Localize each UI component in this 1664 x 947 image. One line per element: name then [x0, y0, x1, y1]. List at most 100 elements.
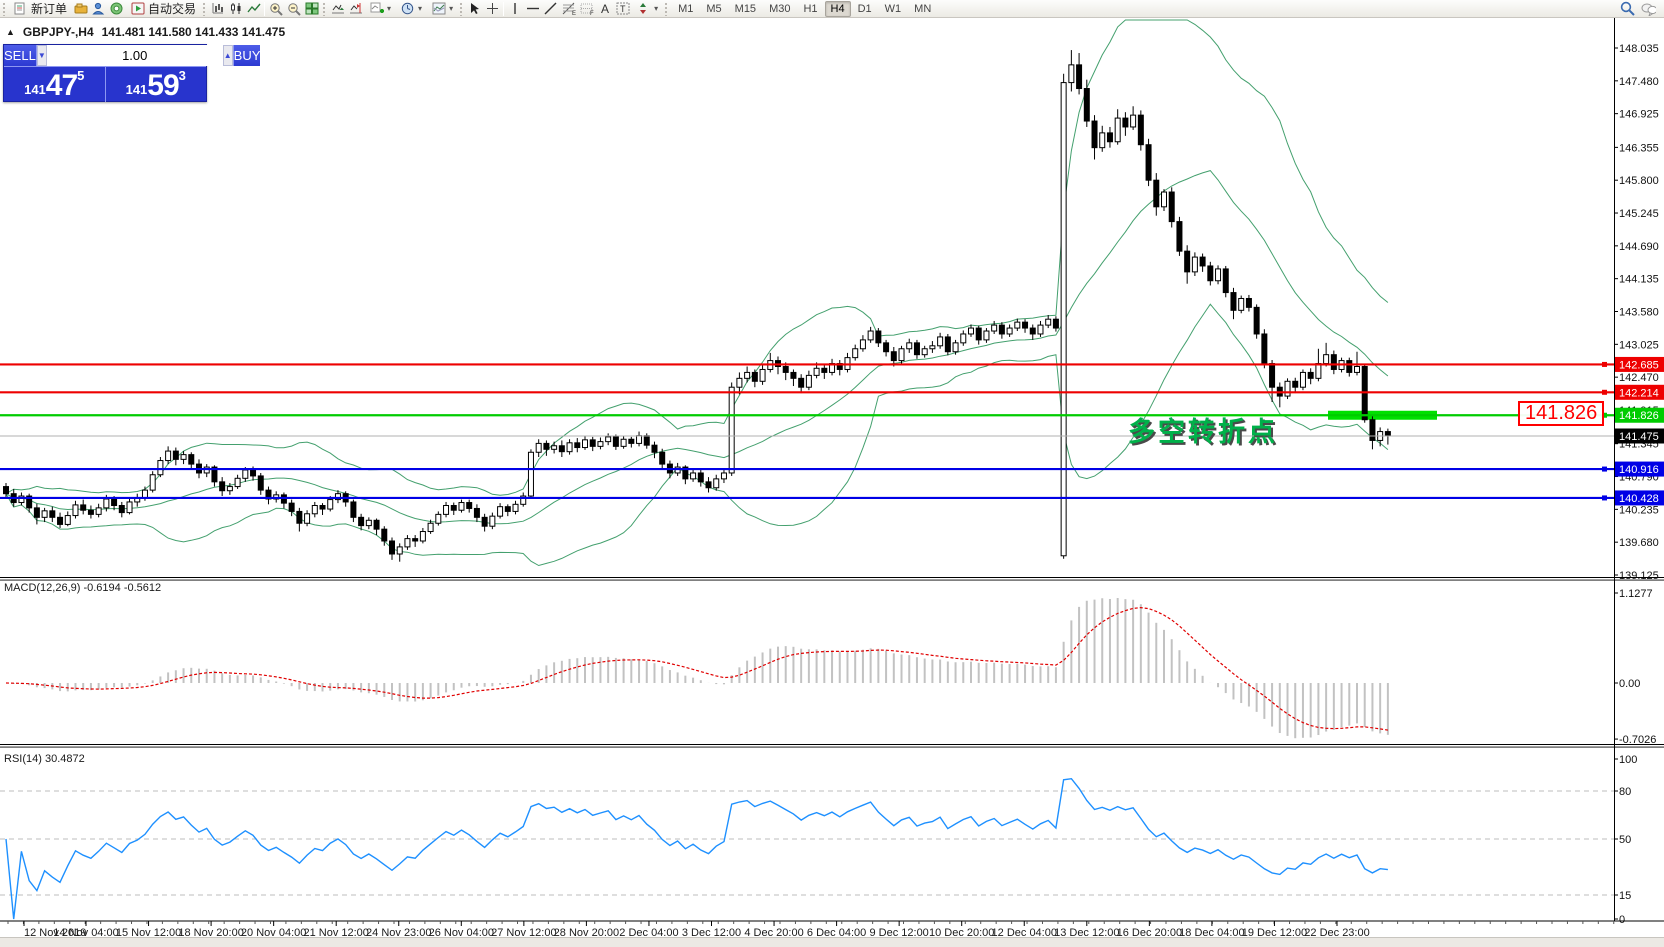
line-chart-icon[interactable]: [246, 1, 261, 16]
chat-icon[interactable]: [1641, 1, 1656, 16]
fibonacci-icon[interactable]: E: [561, 1, 576, 16]
svg-text:142.214: 142.214: [1619, 387, 1659, 399]
volume-increase-button[interactable]: ▲: [222, 45, 233, 66]
sell-price-big: 47: [45, 69, 78, 102]
svg-text:3 Dec 12:00: 3 Dec 12:00: [682, 927, 741, 939]
autotrade-button[interactable]: 自动交易: [127, 1, 199, 17]
svg-text:20 Nov 04:00: 20 Nov 04:00: [241, 927, 306, 939]
volume-decrease-button[interactable]: ▼: [36, 45, 47, 66]
price-level-label[interactable]: 141.826: [1518, 401, 1605, 426]
svg-text:141.826: 141.826: [1619, 410, 1659, 422]
svg-text:50: 50: [1619, 834, 1631, 846]
status-bar: [0, 937, 1664, 947]
chart-shift-icon[interactable]: [348, 1, 363, 16]
dropdown-caret: ▾: [387, 4, 392, 13]
zoom-in-icon[interactable]: [268, 1, 283, 16]
zoom-out-icon[interactable]: [286, 1, 301, 16]
svg-text:141.475: 141.475: [1619, 431, 1659, 443]
vertical-line-icon[interactable]: [507, 1, 522, 16]
sell-price-sup: 5: [77, 68, 85, 83]
search-icon[interactable]: [1620, 1, 1635, 16]
auto-scroll-icon[interactable]: [330, 1, 345, 16]
text-icon[interactable]: A: [597, 1, 612, 16]
sell-button[interactable]: SELL: [4, 45, 37, 66]
svg-text:10 Dec 20:00: 10 Dec 20:00: [929, 927, 994, 939]
templates-button[interactable]: ▾: [428, 1, 456, 17]
timeframe-button-m30[interactable]: M30: [769, 2, 791, 15]
cursor-icon[interactable]: [467, 1, 482, 16]
arrows-button[interactable]: ▾: [633, 1, 661, 17]
timeframe-button-m1[interactable]: M1: [678, 2, 694, 15]
svg-text:142.470: 142.470: [1619, 372, 1659, 384]
buy-price-prefix: 141: [125, 82, 148, 97]
svg-text:148.035: 148.035: [1619, 43, 1659, 55]
grid-icon[interactable]: F: [579, 1, 594, 16]
svg-text:143.025: 143.025: [1619, 339, 1659, 351]
chart-window: 148.035 147.480 146.925 146.355 145.800 145.2…: [0, 18, 1664, 947]
horizontal-line-icon[interactable]: [525, 1, 540, 16]
svg-text:15 Nov 12:00: 15 Nov 12:00: [116, 927, 181, 939]
svg-text:19 Dec 12:00: 19 Dec 12:00: [1242, 927, 1307, 939]
timeframe-button-m15[interactable]: M15: [734, 2, 757, 15]
svg-text:T: T: [620, 4, 626, 14]
svg-text:28 Nov 20:00: 28 Nov 20:00: [554, 927, 619, 939]
volume-input[interactable]: [46, 45, 223, 66]
sell-price[interactable]: 141 47 5: [4, 67, 105, 102]
svg-text:-0.7026: -0.7026: [1619, 734, 1656, 746]
profiles-icon[interactable]: [73, 1, 88, 16]
add-indicator-icon: [369, 1, 384, 16]
svg-text:4 Dec 20:00: 4 Dec 20:00: [744, 927, 803, 939]
text-label-icon[interactable]: T: [615, 1, 630, 16]
timeframe-button-w1[interactable]: W1: [884, 2, 902, 15]
trendline-icon[interactable]: [543, 1, 558, 16]
timeframe-button-m5[interactable]: M5: [706, 2, 722, 15]
svg-text:6 Dec 04:00: 6 Dec 04:00: [807, 927, 866, 939]
svg-text:16 Dec 20:00: 16 Dec 20:00: [1117, 927, 1182, 939]
svg-text:144.690: 144.690: [1619, 241, 1659, 253]
chart-text-annotation[interactable]: 多空转折点: [1128, 417, 1278, 447]
svg-text:147.480: 147.480: [1619, 76, 1659, 88]
toolbar-grip: [664, 1, 670, 16]
main-toolbar: 新订单 自动交易 ▾: [0, 0, 1664, 18]
svg-text:12 Nov 2019: 12 Nov 2019: [24, 927, 86, 939]
indicators-button[interactable]: ▾: [366, 1, 394, 17]
timeframe-button-h1[interactable]: H1: [803, 2, 818, 15]
svg-text:E: E: [572, 11, 576, 15]
macd-indicator-label: MACD(12,26,9) -0.6194 -0.5612: [4, 582, 162, 594]
new-order-button[interactable]: 新订单: [10, 1, 70, 17]
dropdown-caret: ▾: [654, 4, 659, 13]
signals-icon[interactable]: [109, 1, 124, 16]
svg-text:143.580: 143.580: [1619, 307, 1659, 319]
svg-text:13 Dec 12:00: 13 Dec 12:00: [1054, 927, 1119, 939]
sell-price-prefix: 141: [24, 82, 46, 97]
candlestick-chart-icon[interactable]: [228, 1, 243, 16]
svg-text:F: F: [590, 11, 594, 15]
timeframe-group: M1 M5 M15 M30 H1 H4 D1 W1 MN: [672, 0, 937, 17]
svg-text:9 Dec 12:00: 9 Dec 12:00: [869, 927, 928, 939]
collapse-panel-arrow[interactable]: ▲: [6, 27, 15, 37]
timeframe-button-h4[interactable]: H4: [824, 0, 851, 17]
clock-icon: [400, 1, 415, 16]
dropdown-caret: ▾: [418, 4, 423, 13]
svg-text:18 Dec 04:00: 18 Dec 04:00: [1179, 927, 1244, 939]
svg-text:144.135: 144.135: [1619, 274, 1659, 286]
ohlc-values: 141.481 141.580 141.433 141.475: [101, 25, 286, 39]
svg-text:80: 80: [1619, 786, 1631, 798]
chart-symbol-header: ▲ GBPJPY-,H4 141.481 141.580 141.433 141…: [6, 25, 285, 39]
tile-windows-icon[interactable]: [304, 1, 319, 16]
buy-button[interactable]: BUY: [232, 45, 261, 66]
price-chart-canvas[interactable]: 148.035 147.480 146.925 146.355 145.800 145.2…: [0, 18, 1664, 947]
bar-chart-icon[interactable]: [210, 1, 225, 16]
svg-text:100: 100: [1619, 754, 1637, 766]
new-order-label: 新订单: [31, 2, 68, 16]
periods-button[interactable]: ▾: [397, 1, 425, 17]
timeframe-button-d1[interactable]: D1: [857, 2, 872, 15]
svg-text:140.235: 140.235: [1619, 504, 1659, 516]
svg-text:1.1277: 1.1277: [1619, 588, 1653, 600]
svg-text:139.125: 139.125: [1619, 570, 1659, 582]
buy-price[interactable]: 141 59 3: [106, 67, 207, 102]
timeframe-button-mn[interactable]: MN: [914, 2, 932, 15]
market-watch-icon[interactable]: [91, 1, 106, 16]
crosshair-icon[interactable]: [485, 1, 500, 16]
